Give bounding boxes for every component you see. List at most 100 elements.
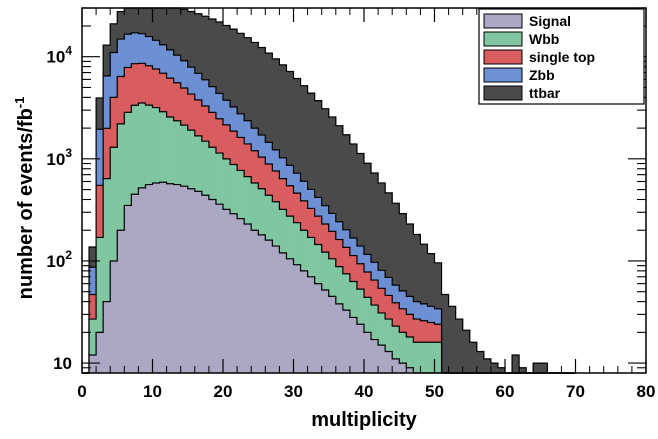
bar (420, 342, 428, 373)
bar (434, 342, 442, 373)
bar (483, 358, 492, 373)
series-signal (82, 181, 576, 374)
x-tick-label: 20 (214, 382, 233, 401)
bar (237, 218, 245, 373)
bar (314, 283, 323, 373)
bar (342, 310, 351, 373)
bar (378, 345, 386, 373)
y-tick-label: 10 (53, 354, 72, 373)
legend-swatch (483, 31, 523, 47)
bar (533, 363, 541, 373)
bar (328, 296, 337, 373)
bar (349, 317, 358, 373)
bar (300, 270, 308, 373)
legend: Signal Wbb single top Zbb ttbar (478, 8, 645, 105)
series-outline (82, 62, 576, 374)
x-tick-label: 60 (496, 382, 515, 401)
bar (89, 355, 97, 373)
legend-swatch (483, 85, 523, 101)
bar (399, 332, 407, 373)
bar (89, 319, 97, 373)
bar (448, 306, 457, 373)
x-tick-label: 30 (284, 382, 303, 401)
legend-label: single top (529, 49, 595, 65)
bar (540, 363, 548, 373)
bar (462, 330, 471, 373)
bar (321, 289, 330, 373)
legend-label: ttbar (529, 85, 561, 101)
bar (406, 367, 414, 373)
legend-swatch (483, 67, 523, 83)
bar (159, 182, 167, 373)
bar (124, 205, 132, 373)
y-axis-label-text: number of events/fb (15, 108, 37, 299)
bar (519, 367, 527, 373)
y-axis-label-exponent: -1 (12, 97, 27, 109)
x-tick-label: 40 (355, 382, 374, 401)
bar (117, 230, 125, 373)
bar (103, 178, 111, 373)
bar (413, 342, 421, 373)
bar (378, 312, 386, 373)
bar (96, 237, 104, 373)
x-axis-label: multiplicity (311, 409, 417, 431)
y-tick-label: 102 (46, 248, 72, 271)
bar (335, 303, 344, 373)
legend-swatch (483, 13, 523, 29)
legend-label: Wbb (529, 31, 559, 47)
bar (392, 326, 400, 373)
histogram-bars (82, 7, 576, 374)
bar (490, 363, 499, 373)
bar (194, 191, 203, 373)
y-tick-label: 104 (46, 44, 72, 67)
bar (251, 230, 259, 373)
bar (166, 183, 175, 373)
bar (208, 199, 217, 373)
bar (307, 276, 316, 373)
legend-swatch (483, 49, 523, 65)
x-tick-label: 50 (425, 382, 444, 401)
series-outline (82, 7, 576, 374)
bar (371, 339, 379, 373)
bar (230, 213, 238, 373)
legend-item: Wbb (483, 31, 559, 47)
bar (244, 224, 252, 373)
bar (187, 188, 196, 373)
legend-item: ttbar (483, 85, 561, 101)
bar (364, 332, 372, 373)
bar (399, 363, 407, 373)
bar (286, 258, 294, 373)
bar (469, 342, 478, 373)
series-outline (82, 102, 576, 374)
series-outline (82, 32, 576, 374)
bar (356, 324, 365, 373)
bar (96, 332, 104, 373)
x-tick-label: 10 (143, 382, 162, 401)
y-tick-label: 103 (46, 146, 72, 169)
bar (385, 351, 393, 373)
bar (293, 264, 301, 373)
bar (145, 184, 153, 373)
bar (392, 358, 400, 373)
bar (152, 183, 160, 373)
bar (512, 355, 520, 373)
bar (180, 186, 189, 373)
bar (279, 252, 287, 373)
bar (476, 351, 485, 373)
x-tick-label: 0 (77, 382, 86, 401)
x-tick-label: 80 (637, 382, 656, 401)
bar (131, 194, 139, 373)
bar (265, 240, 273, 373)
legend-label: Signal (529, 13, 571, 29)
bar (497, 367, 506, 373)
y-axis-label: number of events/fb-1 (12, 97, 37, 300)
bar (215, 204, 224, 373)
bar (223, 209, 231, 373)
bar (258, 234, 266, 373)
bar (272, 246, 280, 373)
svg-text:number of events/fb-1: number of events/fb-1 (12, 97, 37, 300)
legend-item: Zbb (483, 67, 555, 83)
legend-item: Signal (483, 13, 571, 29)
bar (173, 184, 182, 373)
